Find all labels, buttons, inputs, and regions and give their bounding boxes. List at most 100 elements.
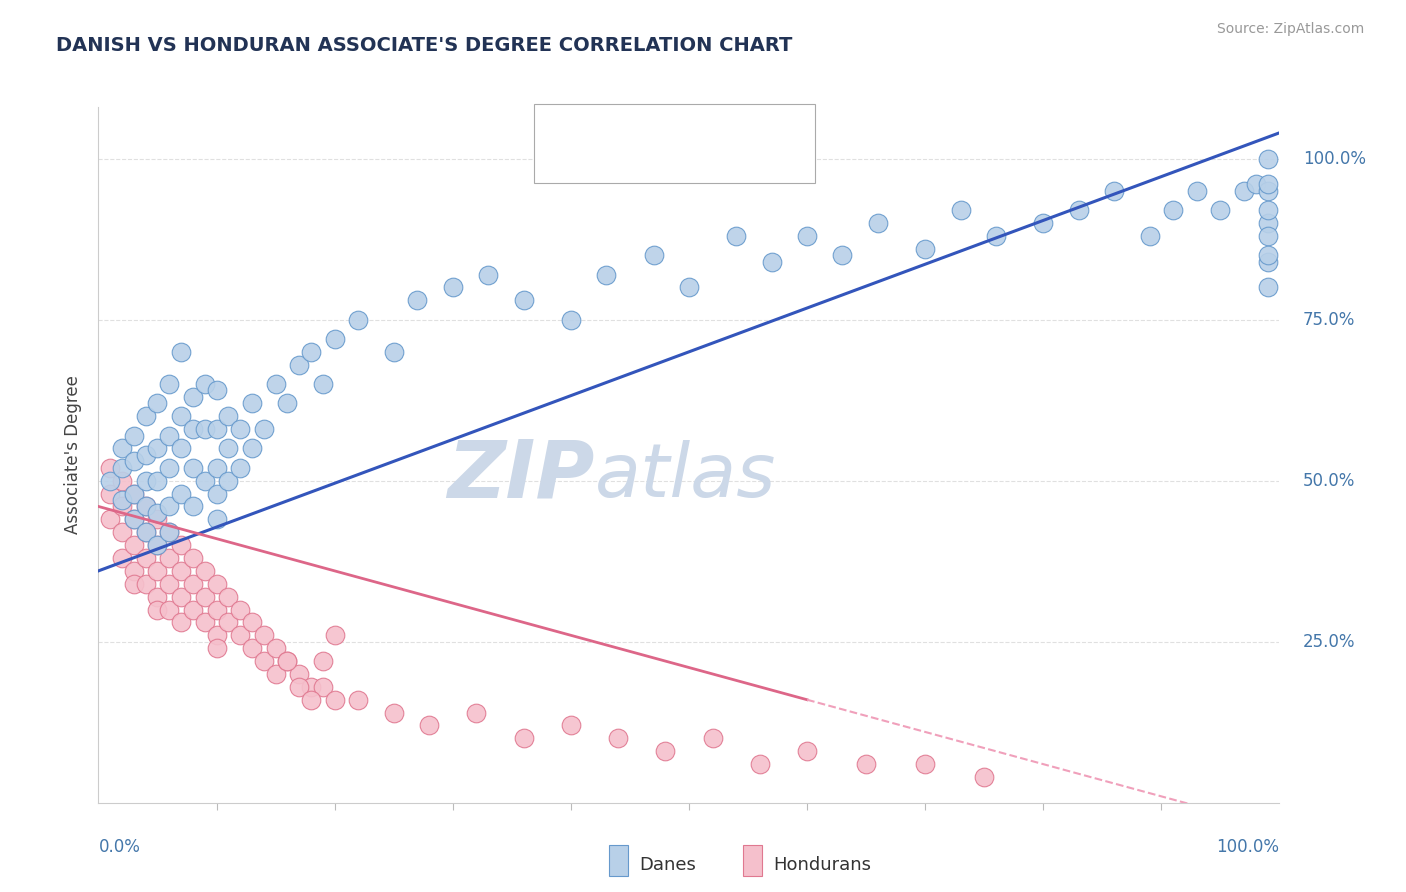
Point — [122, 564, 145, 578]
Point — [276, 396, 298, 410]
Text: 0.544: 0.544 — [619, 118, 671, 136]
Text: -0.445: -0.445 — [619, 163, 678, 181]
Point — [560, 312, 582, 326]
Point — [157, 500, 180, 514]
Text: ZIP: ZIP — [447, 437, 595, 515]
Point — [181, 576, 204, 591]
Point — [135, 409, 157, 424]
Point — [194, 377, 217, 392]
Point — [111, 525, 134, 540]
Point — [441, 280, 464, 294]
Point — [205, 628, 228, 642]
Point — [1257, 152, 1279, 166]
Point — [217, 474, 239, 488]
Point — [122, 486, 145, 500]
Point — [135, 448, 157, 462]
Point — [135, 500, 157, 514]
Point — [181, 551, 204, 566]
Point — [855, 757, 877, 772]
Point — [323, 332, 346, 346]
Point — [122, 428, 145, 442]
Point — [181, 422, 204, 436]
Point — [1233, 184, 1256, 198]
Point — [253, 628, 276, 642]
Point — [288, 358, 311, 372]
Text: Danes: Danes — [640, 856, 696, 874]
Point — [607, 731, 630, 746]
Point — [135, 576, 157, 591]
Point — [1257, 203, 1279, 218]
Text: 100.0%: 100.0% — [1216, 838, 1279, 855]
Point — [1257, 178, 1279, 192]
Point — [170, 564, 193, 578]
Text: 25.0%: 25.0% — [1303, 632, 1355, 651]
Point — [146, 564, 169, 578]
Text: Hondurans: Hondurans — [773, 856, 872, 874]
Point — [194, 615, 217, 630]
Point — [122, 512, 145, 526]
Point — [170, 486, 193, 500]
Point — [643, 248, 665, 262]
Point — [382, 344, 405, 359]
Point — [205, 422, 228, 436]
Point — [312, 680, 335, 694]
Point — [111, 474, 134, 488]
Point — [323, 692, 346, 706]
Point — [122, 454, 145, 468]
Point — [229, 628, 252, 642]
Point — [146, 396, 169, 410]
Point — [170, 409, 193, 424]
Point — [135, 551, 157, 566]
Point — [181, 602, 204, 616]
Point — [276, 654, 298, 668]
Point — [194, 590, 217, 604]
Point — [406, 293, 429, 308]
Point — [122, 512, 145, 526]
Point — [146, 474, 169, 488]
Point — [135, 525, 157, 540]
Point — [1244, 178, 1267, 192]
Point — [205, 641, 228, 656]
Point — [1209, 203, 1232, 218]
Text: Source: ZipAtlas.com: Source: ZipAtlas.com — [1216, 22, 1364, 37]
Point — [111, 500, 134, 514]
Point — [1257, 228, 1279, 243]
Point — [194, 474, 217, 488]
Point — [299, 344, 322, 359]
Text: atlas: atlas — [595, 440, 776, 512]
Point — [157, 460, 180, 475]
Point — [866, 216, 889, 230]
Point — [170, 538, 193, 552]
Point — [181, 500, 204, 514]
Point — [973, 770, 995, 784]
Point — [288, 667, 311, 681]
Point — [146, 506, 169, 520]
Point — [98, 460, 121, 475]
Point — [157, 576, 180, 591]
Point — [796, 228, 818, 243]
Point — [157, 551, 180, 566]
Point — [1139, 228, 1161, 243]
Point — [1257, 216, 1279, 230]
Point — [181, 390, 204, 404]
Point — [157, 377, 180, 392]
Point — [240, 615, 263, 630]
Point — [264, 377, 287, 392]
Point — [217, 442, 239, 456]
Point — [146, 442, 169, 456]
Point — [170, 442, 193, 456]
Point — [1257, 248, 1279, 262]
Point — [240, 396, 263, 410]
Text: R =: R = — [576, 163, 613, 181]
Point — [347, 312, 370, 326]
Point — [276, 654, 298, 668]
Point — [205, 512, 228, 526]
Point — [512, 293, 534, 308]
Point — [181, 460, 204, 475]
Point — [157, 428, 180, 442]
Point — [1257, 254, 1279, 268]
Point — [1102, 184, 1125, 198]
Point — [146, 538, 169, 552]
Point — [170, 615, 193, 630]
Point — [205, 384, 228, 398]
